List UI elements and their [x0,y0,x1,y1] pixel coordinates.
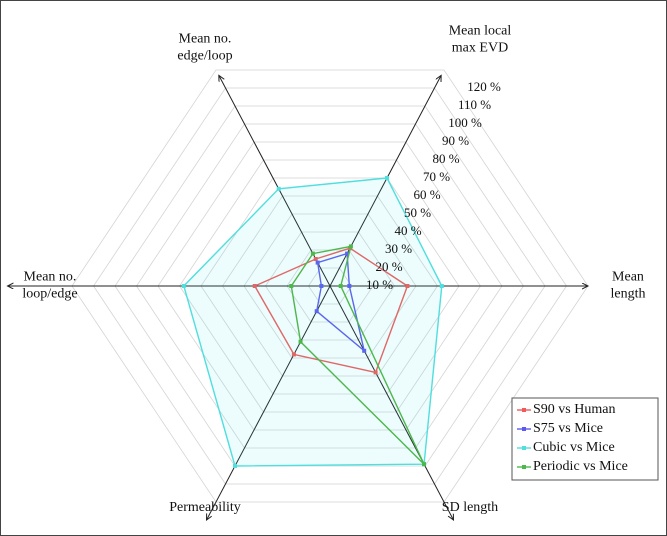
r-tick-label: 60 % [413,187,440,202]
r-tick-label: 120 % [467,79,501,94]
data-point [347,284,352,288]
data-point [314,309,319,314]
r-tick-label: 40 % [394,223,421,238]
legend-box [511,397,659,481]
legend-label: Periodic vs Mice [533,459,628,474]
legend-label: S90 vs Human [533,402,615,417]
axis-line [329,285,454,520]
axis-label: SD length [442,500,498,515]
axis-label: edge/loop [177,49,232,64]
r-tick-label: 10 % [366,277,393,292]
axis-label: Mean no. [24,270,77,285]
data-point [298,339,303,344]
data-point [348,244,353,249]
axis-label: Permeability [169,500,241,515]
data-point [422,462,427,467]
data-point [315,260,320,265]
r-tick-label: 90 % [442,133,469,148]
r-tick-label: 20 % [375,259,402,274]
axis-label: length [611,287,646,302]
data-point [181,284,186,288]
data-point [345,251,350,256]
legend-marker [522,465,526,469]
legend-label: S75 vs Mice [533,421,603,436]
axis-line [219,75,331,287]
legend-marker [522,427,526,431]
data-point [291,352,296,357]
r-tick-label: 80 % [432,151,459,166]
data-point [338,284,343,288]
legend-label: Cubic vs Mice [533,440,615,455]
axis-label: loop/edge [22,287,77,302]
axis-line [207,285,331,520]
r-tick-label: 50 % [404,205,431,220]
data-point [252,284,257,288]
axis-line [329,75,441,287]
data-point [313,257,318,261]
data-point [319,284,324,288]
legend-marker [522,408,526,412]
data-point [233,464,237,468]
data-point [362,348,367,353]
legend-marker [522,446,526,450]
data-point [373,370,378,375]
data-point [439,284,444,288]
r-tick-label: 110 % [458,97,491,112]
r-tick-label: 100 % [448,115,482,130]
r-tick-label: 70 % [423,169,450,184]
r-tick-label: 30 % [385,241,412,256]
data-point [385,176,389,180]
axis-label: Mean local [449,24,512,39]
data-point [405,284,410,288]
data-point [310,251,315,256]
data-point [276,186,281,191]
data-point [289,284,294,288]
axis-label: Mean [612,270,644,285]
axis-label: Mean no. [179,32,232,47]
axis-label: max EVD [452,41,508,56]
